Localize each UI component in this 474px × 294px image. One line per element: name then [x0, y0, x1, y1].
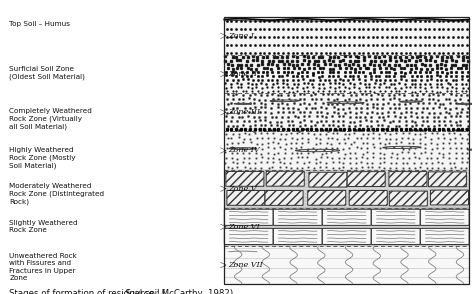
- Text: : McCarthy, 1982): : McCarthy, 1982): [155, 289, 233, 294]
- Bar: [224, 170, 469, 208]
- Bar: [224, 246, 469, 284]
- FancyBboxPatch shape: [372, 228, 420, 245]
- FancyBboxPatch shape: [349, 191, 387, 205]
- Text: Completely Weathered
Rock Zone (Virtually
all Soil Material): Completely Weathered Rock Zone (Virtuall…: [9, 108, 92, 131]
- Text: Surficial Soil Zone
(Oldest Soil Material): Surficial Soil Zone (Oldest Soil Materia…: [9, 66, 85, 80]
- FancyBboxPatch shape: [227, 191, 265, 205]
- Ellipse shape: [457, 103, 474, 104]
- Text: Zone II: Zone II: [228, 70, 257, 78]
- Ellipse shape: [229, 148, 257, 149]
- Bar: [224, 93, 469, 131]
- Text: Source: Source: [125, 289, 155, 294]
- Text: Unweathered Rock
with Fissures and
Fractures in Upper
Zone: Unweathered Rock with Fissures and Fract…: [9, 253, 77, 281]
- Ellipse shape: [400, 101, 422, 102]
- FancyBboxPatch shape: [389, 172, 427, 186]
- FancyBboxPatch shape: [273, 228, 322, 245]
- Text: Zone I: Zone I: [228, 32, 254, 40]
- Bar: [224, 17, 469, 284]
- FancyBboxPatch shape: [309, 172, 347, 187]
- FancyBboxPatch shape: [389, 191, 428, 206]
- FancyBboxPatch shape: [224, 228, 273, 245]
- Text: Zone III: Zone III: [228, 108, 260, 116]
- Text: Zone V: Zone V: [228, 185, 256, 193]
- FancyBboxPatch shape: [420, 228, 469, 245]
- Bar: [224, 208, 469, 246]
- Text: Zone IV: Zone IV: [228, 146, 260, 154]
- Text: Moderately Weathered
Rock Zone (Distintegrated
Rock): Moderately Weathered Rock Zone (Distinte…: [9, 183, 105, 205]
- Text: Zone VI: Zone VI: [228, 223, 260, 231]
- Ellipse shape: [327, 102, 364, 103]
- FancyBboxPatch shape: [273, 209, 322, 225]
- Ellipse shape: [383, 146, 420, 148]
- Ellipse shape: [270, 100, 300, 102]
- Text: Top Soil – Humus: Top Soil – Humus: [9, 21, 71, 27]
- Bar: [224, 55, 469, 93]
- Text: Slightly Weathered
Rock Zone: Slightly Weathered Rock Zone: [9, 220, 78, 233]
- Text: Highly Weathered
Rock Zone (Mostly
Soil Material): Highly Weathered Rock Zone (Mostly Soil …: [9, 147, 76, 169]
- FancyBboxPatch shape: [308, 191, 346, 205]
- FancyBboxPatch shape: [265, 191, 303, 205]
- Bar: [224, 131, 469, 170]
- Text: Stages of formation of residual soil (: Stages of formation of residual soil (: [9, 289, 168, 294]
- FancyBboxPatch shape: [224, 209, 273, 225]
- FancyBboxPatch shape: [372, 209, 420, 225]
- FancyBboxPatch shape: [266, 171, 304, 186]
- FancyBboxPatch shape: [420, 209, 469, 225]
- Ellipse shape: [467, 149, 474, 151]
- FancyBboxPatch shape: [428, 172, 466, 187]
- FancyBboxPatch shape: [430, 190, 468, 205]
- FancyBboxPatch shape: [226, 171, 264, 186]
- FancyBboxPatch shape: [322, 228, 371, 245]
- FancyBboxPatch shape: [322, 209, 371, 225]
- Bar: [224, 17, 469, 55]
- Text: Zone VII: Zone VII: [228, 261, 263, 269]
- Ellipse shape: [234, 103, 252, 104]
- FancyBboxPatch shape: [347, 172, 385, 186]
- Ellipse shape: [295, 149, 340, 152]
